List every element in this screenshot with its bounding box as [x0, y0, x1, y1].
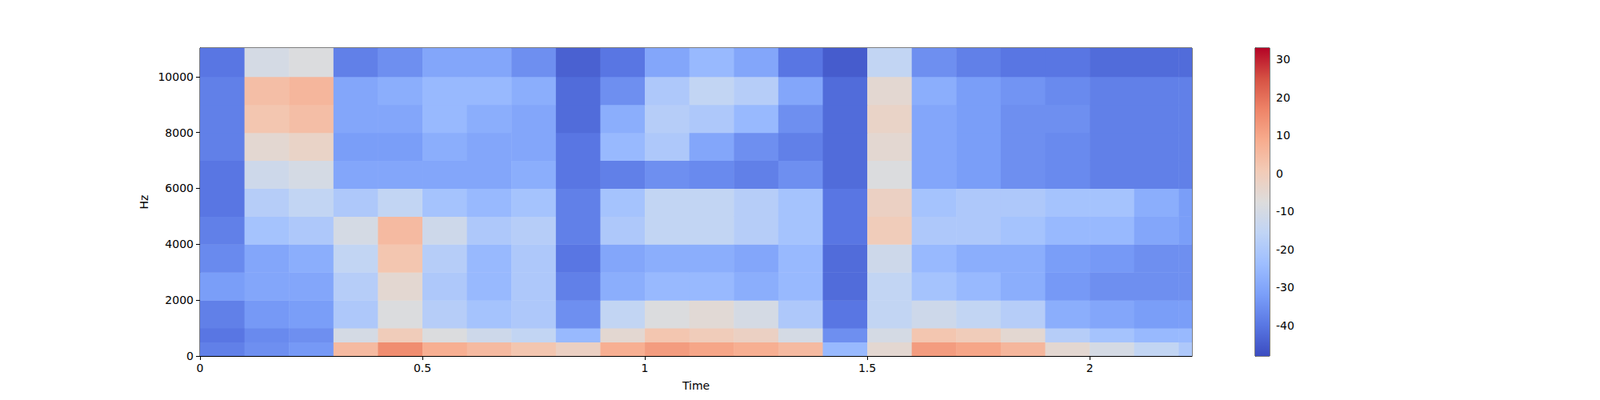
svg-text:1: 1	[641, 361, 649, 375]
svg-text:10000: 10000	[157, 70, 194, 84]
svg-text:-30: -30	[1276, 280, 1295, 294]
svg-text:0.5: 0.5	[413, 361, 432, 375]
svg-text:8000: 8000	[164, 126, 194, 140]
svg-text:0: 0	[186, 349, 194, 363]
svg-text:Hz: Hz	[137, 195, 151, 210]
svg-text:1.5: 1.5	[858, 361, 876, 375]
svg-text:30: 30	[1276, 52, 1291, 66]
svg-text:10: 10	[1276, 128, 1291, 142]
svg-text:0: 0	[196, 361, 204, 375]
svg-text:0: 0	[1276, 167, 1284, 180]
svg-text:20: 20	[1276, 91, 1291, 104]
svg-text:2: 2	[1086, 361, 1094, 375]
svg-text:2000: 2000	[164, 293, 194, 307]
svg-text:6000: 6000	[164, 181, 194, 195]
svg-text:-20: -20	[1276, 243, 1295, 256]
svg-text:Time: Time	[681, 379, 710, 392]
svg-text:-10: -10	[1276, 204, 1295, 218]
svg-text:-40: -40	[1276, 319, 1295, 332]
svg-text:4000: 4000	[164, 237, 194, 251]
